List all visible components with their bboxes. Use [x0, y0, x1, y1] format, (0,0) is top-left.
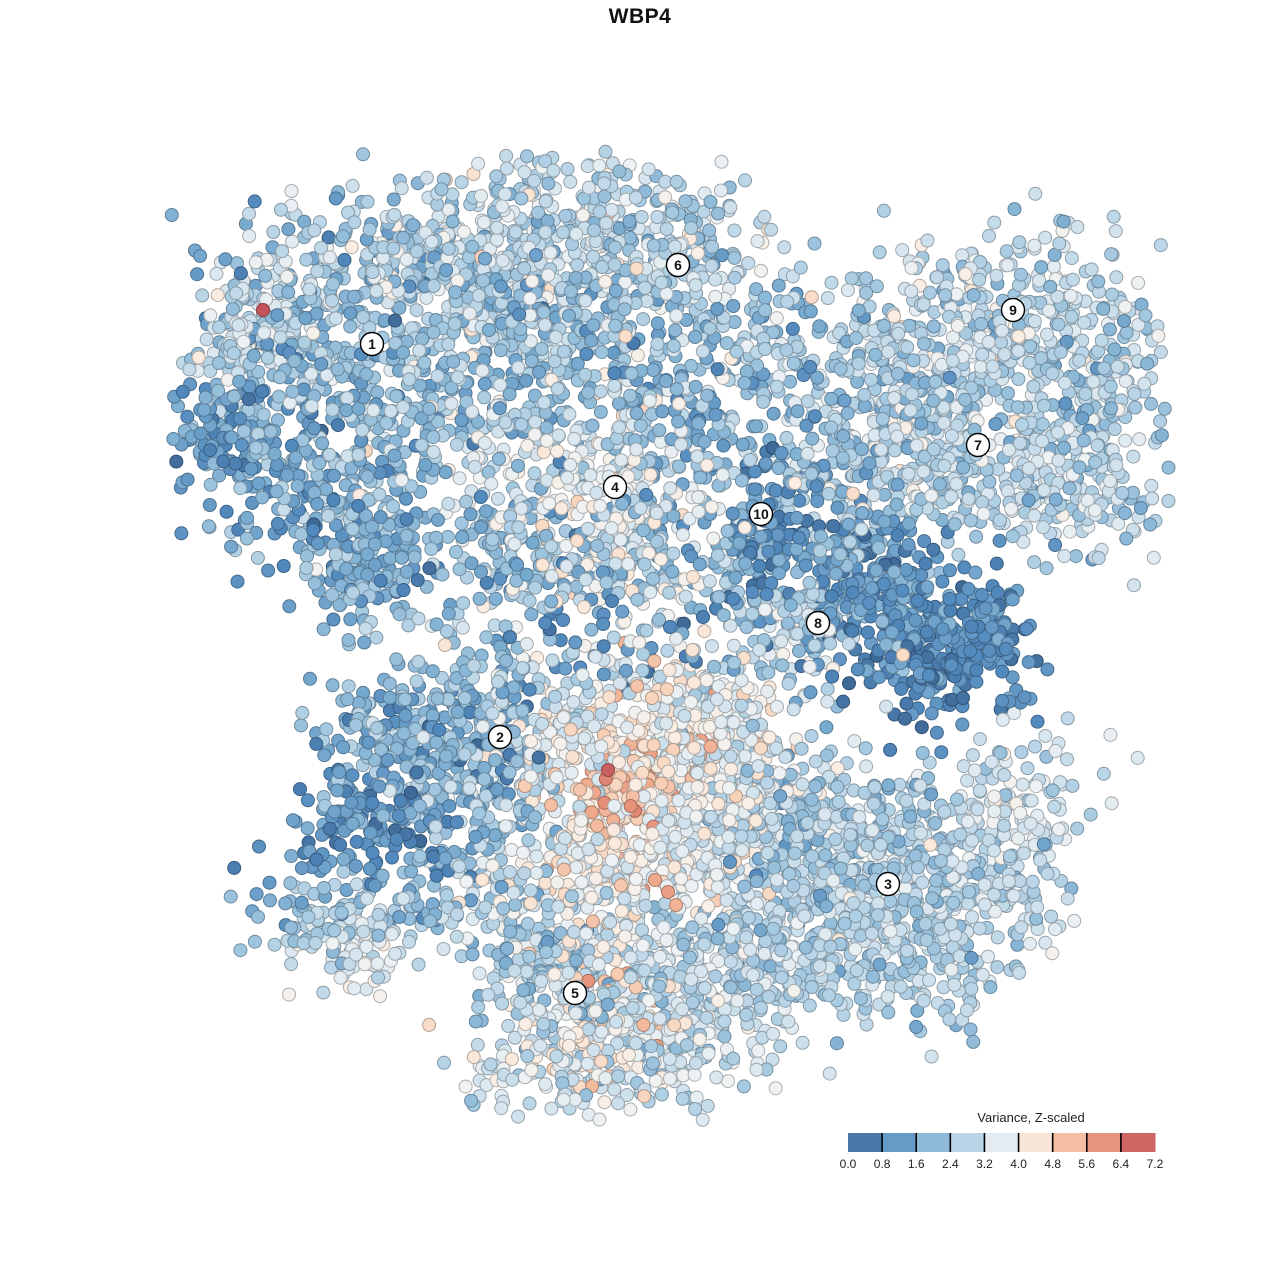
cluster-label-7: 7: [965, 432, 991, 458]
legend-color-segment: [882, 1133, 917, 1152]
cluster-label-4: 4: [602, 474, 628, 500]
data-point: [686, 570, 700, 584]
legend-tick-label: 2.4: [942, 1157, 959, 1171]
legend-tick-label: 1.6: [908, 1157, 925, 1171]
cluster-label-6: 6: [665, 252, 691, 278]
cluster-label-8: 8: [805, 610, 831, 636]
cluster-labels: 1 2 3 4 5 6 7 8 9 10: [359, 252, 1026, 1006]
data-point: [788, 476, 802, 490]
page-title: WBP4: [608, 5, 672, 28]
data-point: [556, 613, 570, 627]
legend-tick-label: 3.2: [976, 1157, 993, 1171]
legend-tick-label: 5.6: [1078, 1157, 1095, 1171]
cluster-label-2: 2: [487, 724, 513, 750]
data-point: [577, 600, 591, 614]
data-point: [663, 620, 677, 634]
data-point: [896, 648, 910, 662]
data-point: [696, 610, 710, 624]
cluster-label-9: 9: [1000, 297, 1026, 323]
data-point: [503, 630, 517, 644]
data-point: [669, 898, 683, 912]
data-point: [605, 594, 619, 608]
legend-color-segment: [1086, 1133, 1122, 1152]
legend-color-segment: [984, 1133, 1020, 1152]
legend-color-segment: [1052, 1133, 1088, 1152]
legend-color-segment: [916, 1133, 951, 1152]
legend-tick-label: 7.2: [1147, 1157, 1164, 1171]
cluster-label-3: 3: [875, 871, 901, 897]
cluster-label-1: 1: [359, 331, 385, 357]
legend-color-segment: [950, 1133, 985, 1152]
legend-tick-label: 4.8: [1044, 1157, 1061, 1171]
legend-tick-label: 6.4: [1113, 1157, 1130, 1171]
color-legend: Variance, Z-scaled 0.0 0.8 1.6 2.4 3.2 4.0 4.8 5…: [840, 1110, 1164, 1171]
legend-tick-label: 4.0: [1010, 1157, 1027, 1171]
legend-color-segment: [1018, 1133, 1054, 1152]
scatter-points: [164, 144, 1176, 1127]
legend-tick-label: 0.8: [874, 1157, 891, 1171]
data-point: [661, 885, 675, 899]
data-point: [256, 303, 270, 317]
legend-title: Variance, Z-scaled: [977, 1110, 1084, 1125]
legend-color-segment: [1120, 1133, 1156, 1152]
data-point: [438, 638, 452, 652]
cluster-label-5: 5: [562, 980, 588, 1006]
legend-tick-label: 0.0: [840, 1157, 857, 1171]
legend-color-segment: [848, 1133, 883, 1152]
data-point: [648, 873, 662, 887]
cluster-label-10: 10: [748, 501, 774, 527]
data-point: [601, 763, 615, 777]
outlier-points: [256, 303, 910, 912]
